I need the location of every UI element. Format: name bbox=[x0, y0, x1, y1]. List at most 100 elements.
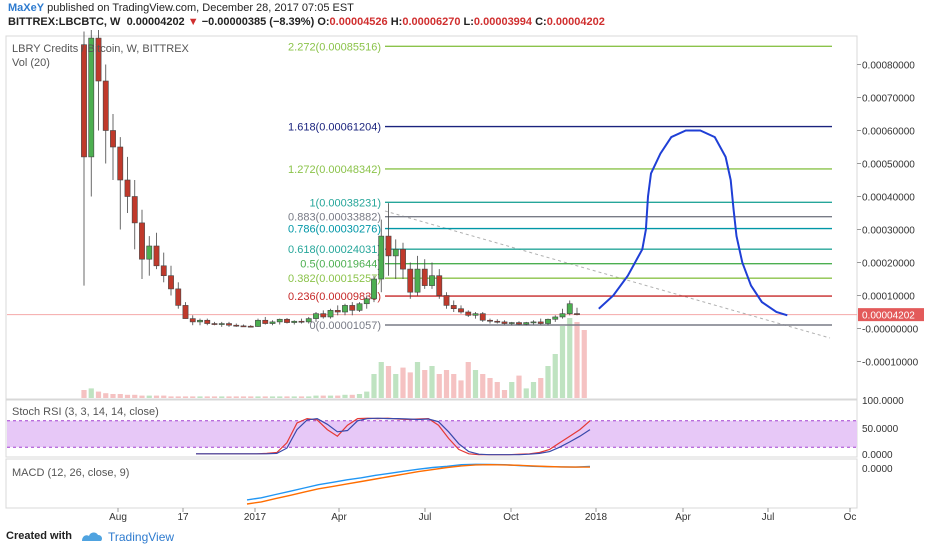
candle-12 bbox=[168, 265, 174, 296]
volume-bar-25 bbox=[262, 396, 268, 398]
volume-bar-18 bbox=[211, 396, 218, 398]
fib-label-5: 0.786(0.00030276) bbox=[288, 224, 381, 236]
volume-bar-45 bbox=[407, 372, 413, 398]
candle-37 bbox=[349, 302, 356, 316]
volume-bar-40 bbox=[371, 374, 377, 398]
volume-bar-68 bbox=[574, 322, 580, 398]
volume-bar-57 bbox=[494, 382, 500, 398]
candle-body-19 bbox=[218, 323, 225, 325]
candle-body-4 bbox=[110, 130, 116, 148]
candle-body-20 bbox=[226, 323, 232, 326]
candle-body-9 bbox=[146, 245, 153, 260]
fib-label-9: 0.236(0.00009830) bbox=[288, 291, 381, 303]
low-value: 0.00003994 bbox=[473, 16, 533, 28]
candle-28 bbox=[284, 317, 290, 324]
candle-27 bbox=[276, 318, 283, 325]
candle-body-12 bbox=[168, 275, 174, 290]
candle-body-36 bbox=[342, 305, 348, 313]
volume-bar-56 bbox=[487, 378, 493, 398]
candle-body-49 bbox=[436, 275, 443, 296]
candle-body-37 bbox=[349, 305, 356, 311]
candle-51 bbox=[450, 300, 457, 312]
volume-bar-35 bbox=[335, 395, 341, 398]
price-tick-4: 0.00040000 bbox=[862, 193, 915, 204]
candle-47 bbox=[421, 259, 428, 289]
volume-bar-20 bbox=[226, 396, 232, 398]
volume-bar-2 bbox=[95, 391, 102, 398]
candle-11 bbox=[160, 252, 167, 283]
volume-bar-63 bbox=[538, 378, 544, 398]
candle-body-56 bbox=[487, 319, 493, 322]
candle-36 bbox=[342, 303, 348, 316]
candle-body-8 bbox=[139, 222, 145, 260]
candle-body-5 bbox=[117, 146, 124, 181]
candle-body-41 bbox=[378, 235, 385, 280]
volume-bar-41 bbox=[378, 362, 384, 398]
candle-10 bbox=[153, 232, 160, 270]
macd-pane[interactable] bbox=[5, 458, 858, 509]
tradingview-logo-icon bbox=[82, 532, 102, 541]
volume-bar-60 bbox=[516, 375, 522, 398]
ohlc-line: BITTREX:LBCBTC, W 0.00004202 ▼ −0.000003… bbox=[8, 16, 605, 28]
candle-body-51 bbox=[450, 305, 457, 309]
chart-header: MaXeY published on TradingView.com, Dece… bbox=[0, 0, 932, 30]
candle-body-10 bbox=[153, 245, 160, 267]
candle-body-58 bbox=[501, 321, 508, 324]
candle-33 bbox=[320, 310, 327, 319]
candle-46 bbox=[414, 255, 421, 296]
main-pane[interactable] bbox=[5, 35, 858, 400]
fib-label-1: 1.618(0.00061204) bbox=[288, 122, 381, 134]
volume-bar-1 bbox=[88, 388, 94, 398]
high-value: 0.00006270 bbox=[402, 16, 461, 28]
candle-6 bbox=[124, 156, 131, 213]
candle-30 bbox=[298, 318, 305, 324]
macd-lines bbox=[246, 463, 591, 505]
candle-14 bbox=[182, 302, 189, 319]
candle-24 bbox=[255, 318, 261, 327]
candle-58 bbox=[501, 320, 508, 325]
price-axis[interactable]: 0.00080000 0.00070000 0.00060000 0.00050000… bbox=[857, 61, 919, 369]
volume-bar-16 bbox=[197, 396, 203, 398]
candle-body-61 bbox=[523, 322, 530, 325]
candle-44 bbox=[400, 242, 406, 279]
candle-body-45 bbox=[407, 268, 414, 293]
price-tick-10: -0.00010000 bbox=[862, 358, 919, 369]
volume-bar-13 bbox=[175, 396, 181, 398]
candle-26 bbox=[269, 320, 276, 326]
candle-8 bbox=[139, 209, 145, 279]
volume-bar-36 bbox=[342, 394, 348, 398]
candle-body-65 bbox=[552, 316, 559, 320]
candle-body-53 bbox=[465, 311, 472, 316]
candle-body-60 bbox=[516, 322, 522, 325]
volume-bar-29 bbox=[291, 396, 297, 398]
candle-body-0 bbox=[81, 44, 87, 158]
time-axis[interactable]: Aug 17 2017 Apr Jul Oct 2018 Apr Jul Oc bbox=[109, 508, 856, 522]
time-tick-4: Jul bbox=[419, 512, 432, 522]
volume-bar-11 bbox=[161, 395, 167, 398]
candle-body-59 bbox=[508, 322, 515, 324]
tradingview-brand[interactable]: TradingView bbox=[108, 530, 175, 544]
candle-body-24 bbox=[255, 319, 261, 327]
candle-68 bbox=[574, 307, 580, 316]
candles bbox=[81, 30, 580, 328]
chart-area[interactable]: 2.272(0.00085516) 1.618(0.00061204) 1.272(… bbox=[0, 30, 932, 522]
volume-bar-33 bbox=[320, 395, 326, 398]
volume-bar-23 bbox=[248, 396, 254, 398]
stoch-rsi-series-1 bbox=[196, 417, 591, 456]
candle-22 bbox=[240, 324, 247, 328]
volume-bar-69 bbox=[581, 330, 587, 398]
volume-bar-46 bbox=[414, 362, 421, 398]
stoch-rsi-band bbox=[7, 420, 857, 448]
candle-54 bbox=[472, 312, 479, 319]
volume-bar-17 bbox=[204, 396, 210, 398]
volume-bar-65 bbox=[552, 354, 558, 398]
fib-label-10: 0(0.00001057) bbox=[309, 320, 381, 332]
last-price: 0.00004202 bbox=[126, 16, 185, 28]
author-name[interactable]: MaXeY bbox=[8, 2, 45, 14]
candle-55 bbox=[479, 312, 486, 322]
symbol-label: BITTREX:LBCBTC, W bbox=[8, 16, 121, 28]
candle-35 bbox=[334, 305, 341, 316]
candle-65 bbox=[552, 315, 559, 322]
candle-body-42 bbox=[385, 235, 392, 257]
volume-bars bbox=[81, 318, 587, 398]
